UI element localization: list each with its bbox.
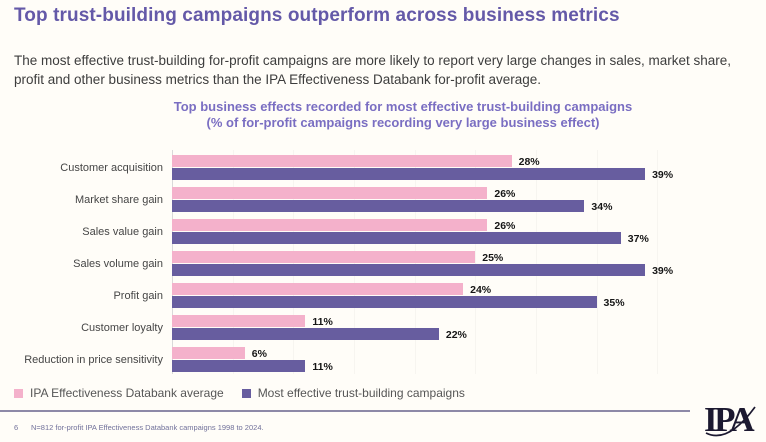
legend-swatch (14, 388, 23, 398)
legend-swatch (241, 388, 251, 398)
bar-databank-average (172, 219, 488, 231)
bar-trust-building (172, 264, 646, 276)
value-label: 25% (482, 252, 504, 264)
bar-databank-average (172, 251, 476, 263)
bar-trust-building (172, 296, 597, 308)
ipa-logo-swoosh (705, 406, 756, 437)
gridline (535, 150, 537, 374)
chart-legend: IPA Effectiveness Databank average Most … (14, 386, 465, 400)
gridline (596, 150, 598, 374)
bar-trust-building (172, 200, 585, 212)
legend-label: IPA Effectiveness Databank average (30, 386, 224, 400)
value-label: 39% (652, 169, 674, 181)
category-label: Customer acquisition (60, 161, 163, 174)
chart-plot: Customer acquisition 28% 39% Market share g… (0, 150, 766, 380)
page-title: Top trust-building campaigns outperform … (14, 5, 620, 26)
bar-databank-average (172, 315, 306, 327)
value-label: 11% (312, 361, 333, 373)
chart-subtitle: (% of for-profit campaigns recording ver… (206, 115, 600, 130)
value-label: 24% (470, 284, 492, 296)
bar-trust-building (172, 232, 621, 244)
bar-trust-building (172, 168, 646, 180)
value-label: 28% (518, 156, 540, 168)
footnote: N=812 for-profit IPA Effectiveness Datab… (31, 423, 264, 432)
value-label: 11% (312, 316, 333, 328)
legend-item-databank-average: IPA Effectiveness Databank average (14, 386, 224, 400)
bar-databank-average (172, 347, 245, 359)
page-number: 6 (14, 423, 19, 432)
value-label: 34% (591, 201, 613, 213)
ipa-logo-text: IPA (704, 401, 755, 439)
category-label: Reduction in price sensitivity (24, 353, 163, 366)
value-label: 26% (494, 188, 516, 200)
footer-divider (0, 410, 690, 412)
value-label: 26% (494, 220, 516, 232)
bar-databank-average (172, 283, 464, 295)
ipa-logo: IPA (704, 401, 759, 439)
bar-trust-building (172, 328, 439, 340)
value-label: 22% (445, 329, 467, 341)
gridline (657, 150, 659, 374)
legend-item-trust-building: Most effective trust-building campaigns (241, 386, 465, 400)
chart-header: Top business effects recorded for most e… (40, 99, 766, 131)
bar-databank-average (172, 187, 488, 199)
value-label: 37% (627, 233, 649, 245)
value-label: 35% (603, 297, 625, 309)
bar-trust-building (172, 360, 306, 372)
chart-title: Top business effects recorded for most e… (173, 99, 633, 114)
legend-label: Most effective trust-building campaigns (257, 386, 465, 400)
category-label: Customer loyalty (81, 321, 163, 334)
category-label: Market share gain (74, 193, 163, 206)
page-subtitle: The most effective trust-building for-pr… (14, 53, 732, 87)
category-label: Sales value gain (82, 225, 163, 238)
category-label: Sales volume gain (73, 257, 163, 270)
value-label: 39% (652, 265, 674, 277)
gridline (475, 150, 477, 374)
value-label: 6% (251, 348, 267, 360)
category-label: Profit gain (113, 289, 163, 302)
bar-databank-average (172, 155, 512, 167)
